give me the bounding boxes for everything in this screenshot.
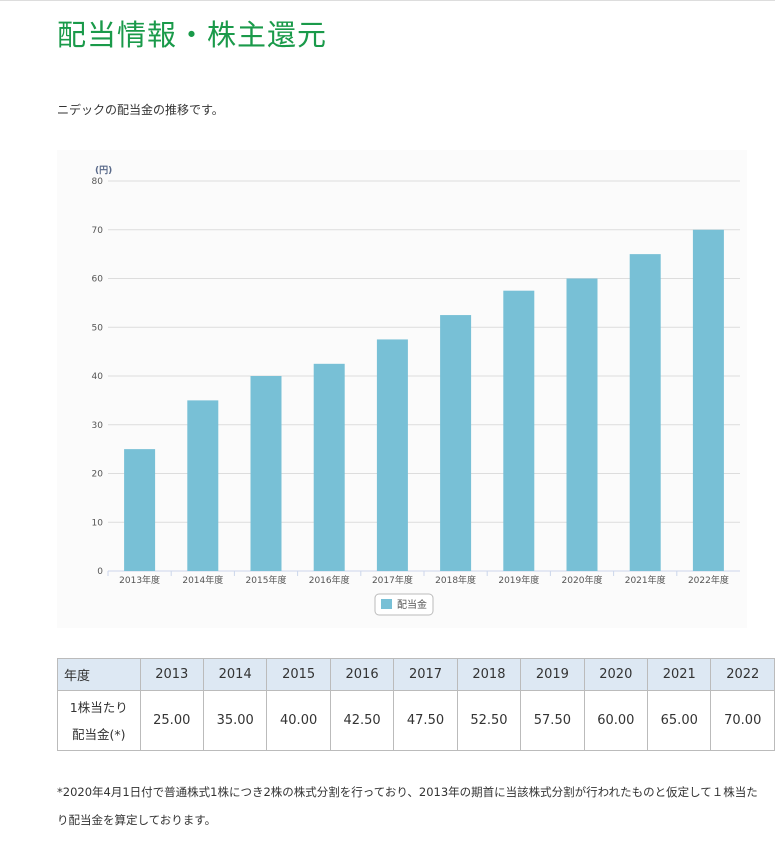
footnote: *2020年4月1日付で普通株式1株につき2株の株式分割を行っており、2013年… <box>57 785 758 827</box>
bar <box>566 278 598 571</box>
header-year: 2022 <box>710 658 775 691</box>
dividend-value: 47.50 <box>393 690 458 751</box>
header-year: 2020 <box>583 658 649 691</box>
x-tick-label: 2015年度 <box>246 574 287 586</box>
x-tick-label: 2016年度 <box>309 574 350 586</box>
bar <box>629 254 661 571</box>
x-tick-label: 2018年度 <box>435 574 476 586</box>
header-year: 2015 <box>266 658 331 691</box>
header-year: 2013 <box>139 658 204 691</box>
bar <box>376 339 408 571</box>
x-tick-label: 2021年度 <box>625 574 666 586</box>
header-year: 2016 <box>329 658 395 691</box>
y-tick-label: 70 <box>92 226 104 236</box>
header-year: 2017 <box>393 658 458 691</box>
header-year: 2014 <box>202 658 268 691</box>
dividend-value: 40.00 <box>266 690 331 751</box>
bar <box>503 290 535 571</box>
y-tick-label: 60 <box>92 275 104 285</box>
bar <box>692 229 724 571</box>
header-year: 2019 <box>520 658 585 691</box>
y-tick-label: 20 <box>92 470 104 480</box>
top-divider <box>0 0 775 1</box>
bar <box>250 376 282 571</box>
y-tick-label: 10 <box>92 518 104 528</box>
intro-text: ニデックの配当金の推移です。 <box>57 103 224 117</box>
y-tick-label: 80 <box>92 177 104 187</box>
header-year: 2021 <box>647 658 712 691</box>
dividend-value: 65.00 <box>647 690 712 751</box>
table-row: 1株当たり配当金(*) 25.00 35.00 40.00 42.50 47.50 52.… <box>57 690 775 751</box>
x-tick-label: 2013年度 <box>119 574 160 586</box>
dividend-value: 57.50 <box>520 690 585 751</box>
dividend-value: 52.50 <box>456 690 522 751</box>
dividend-value: 60.00 <box>583 690 649 751</box>
row-label: 1株当たり配当金(*) <box>57 690 141 751</box>
page-title: 配当情報・株主還元 <box>57 18 328 52</box>
legend-label: 配当金 <box>397 598 427 611</box>
y-tick-label: 0 <box>97 567 103 577</box>
x-tick-label: 2014年度 <box>182 574 223 586</box>
dividend-value: 35.00 <box>202 690 268 751</box>
y-tick-label: 40 <box>92 372 104 382</box>
chart-svg: (円) 0 10 20 30 40 50 60 70 80 2013年度 2014年度 2015年度 2… <box>92 165 740 616</box>
row-label-line1: 1株当たり <box>69 699 128 715</box>
x-tick-label: 2017年度 <box>372 574 413 586</box>
dividend-value: 25.00 <box>139 690 204 751</box>
bar <box>313 363 345 571</box>
bar <box>187 400 219 571</box>
header-year: 2018 <box>456 658 522 691</box>
dividend-value: 70.00 <box>710 690 775 751</box>
x-tick-label: 2019年度 <box>498 574 539 586</box>
dividend-table: 年度 2013 2014 2015 2016 2017 2018 2019 2020 2021 2… <box>57 658 775 751</box>
y-tick-label: 30 <box>92 421 104 431</box>
table-header-row: 年度 2013 2014 2015 2016 2017 2018 2019 2020 2021 2… <box>57 658 775 691</box>
row-label-line2: 配当金(*) <box>72 726 126 742</box>
y-axis-unit: (円) <box>95 165 112 176</box>
bar <box>440 315 472 571</box>
dividend-chart: (円) 0 10 20 30 40 50 60 70 80 2013年度 2014年度 2015年度 2… <box>57 150 747 628</box>
x-tick-label: 2022年度 <box>688 574 729 586</box>
legend-swatch <box>381 599 392 609</box>
y-tick-label: 50 <box>92 323 104 333</box>
header-year-label: 年度 <box>57 658 141 691</box>
x-tick-label: 2020年度 <box>562 574 603 586</box>
bar <box>124 449 156 571</box>
dividend-value: 42.50 <box>329 690 395 751</box>
